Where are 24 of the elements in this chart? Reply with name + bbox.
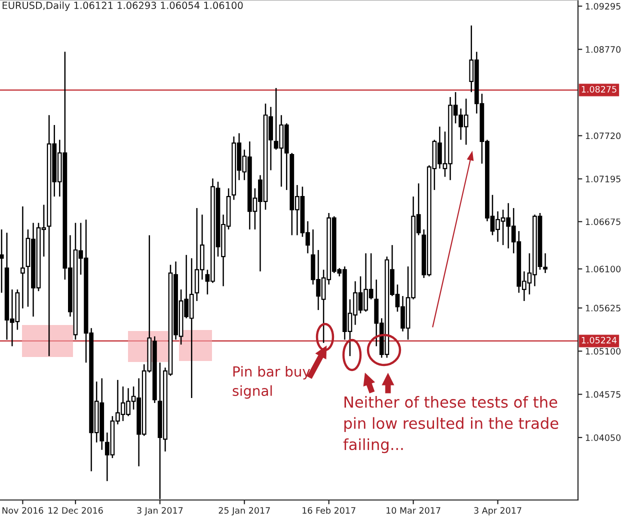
x-tick-label: 25 Jan 2017 xyxy=(218,507,270,516)
y-tick-label: 1.04575 xyxy=(586,391,620,398)
y-tick-label: 1.04050 xyxy=(586,434,621,441)
x-tick-label: 10 Mar 2017 xyxy=(386,507,440,514)
y-tick-label: 1.08770 xyxy=(586,46,621,53)
y-tick-label: 1.06675 xyxy=(586,218,620,226)
annotation: Neither of these tests of the pin low resulted in the trade failing... xyxy=(343,396,558,454)
y-tick-label: 1.07195 xyxy=(586,176,620,182)
x-tick-label: 12 Dec 2016 xyxy=(48,507,103,514)
x-tick-label: 3 Jan 2017 xyxy=(137,507,183,516)
x-tick-label: 16 Feb 2017 xyxy=(302,506,356,514)
y-tick-label: 1.05100 xyxy=(586,348,621,355)
chart-title: EURUSD,Daily 1.06121 1.06293 1.06054 1.06100 xyxy=(2,2,243,11)
x-tick-label: 3 Apr 2017 xyxy=(474,507,522,516)
x-tick-label: Nov 2016 xyxy=(2,507,44,514)
candlestick xyxy=(0,228,4,294)
y-tick-label: 1.09295 xyxy=(586,3,620,10)
candlestick xyxy=(20,206,25,310)
ref-line-label: 1.05224 xyxy=(582,336,617,344)
ref-line-label: 1.08275 xyxy=(582,86,616,93)
y-tick-label: 1.06100 xyxy=(586,266,621,272)
annotation: Pin bar buy signal xyxy=(232,366,310,399)
y-tick-label: 1.07720 xyxy=(586,132,621,140)
y-tick-label: 1.05625 xyxy=(586,304,620,312)
